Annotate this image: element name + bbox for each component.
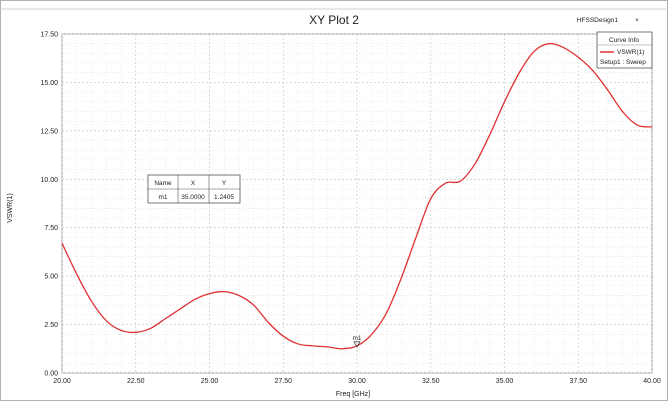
x-tick-label: 25.00: [201, 378, 219, 385]
y-tick-label: 12.50: [40, 128, 58, 135]
design-name: HFSSDesign1: [577, 17, 619, 24]
marker-table-header-y: Y: [222, 180, 227, 187]
marker-label: m1: [352, 335, 361, 342]
x-tick-label: 22.50: [127, 378, 145, 385]
x-tick-label: 40.00: [643, 378, 661, 385]
legend[interactable]: Curve Info VSWR(1) Setup1 : Sweep: [596, 31, 653, 69]
series-line: [61, 42, 653, 350]
x-axis-ticks: 20.00 22.50 25.00 27.50 30.00 32.50 35.00 37.50…: [53, 378, 661, 385]
marker-table-cell-name: m1: [158, 194, 167, 201]
x-tick-label: 37.50: [569, 378, 587, 385]
markers-group: m1: [352, 335, 362, 348]
y-tick-label: 15.00: [40, 80, 58, 87]
marker-table-header-name: Name: [154, 180, 172, 187]
x-tick-label: 20.00: [53, 378, 71, 385]
chart-title: XY Plot 2: [309, 13, 359, 27]
x-tick-label: 35.00: [496, 378, 514, 385]
legend-entry: VSWR(1): [617, 49, 644, 56]
grid: [61, 33, 653, 374]
close-icon[interactable]: ×: [635, 17, 639, 24]
legend-title: Curve Info: [609, 37, 639, 44]
marker-table-header-x: X: [191, 180, 196, 187]
marker-table[interactable]: Name X Y m1 35.0000 1.2405: [147, 174, 241, 204]
y-tick-label: 10.00: [40, 177, 58, 184]
legend-sub-label: Setup1 : Sweep: [600, 59, 646, 66]
x-tick-label: 27.50: [274, 378, 292, 385]
series-group: [61, 42, 653, 350]
x-tick-label: 32.50: [422, 378, 440, 385]
x-tick-label: 30.00: [348, 378, 366, 385]
x-axis-label: Freq [GHz]: [336, 391, 370, 398]
y-axis-ticks: 0.00 2.50 5.00 7.50 10.00 12.50 15.00 17.50: [40, 32, 58, 378]
y-tick-label: 0.00: [44, 371, 58, 378]
y-tick-label: 5.00: [44, 274, 58, 281]
y-tick-label: 2.50: [44, 322, 58, 329]
y-axis-label: VSWR(1): [7, 193, 14, 223]
marker-triangle: [353, 341, 361, 348]
y-tick-label: 7.50: [44, 225, 58, 232]
marker-table-cell-x: 35.0000: [181, 194, 205, 201]
marker-table-cell-y: 1.2405: [214, 194, 234, 201]
y-tick-label: 17.50: [40, 32, 58, 39]
